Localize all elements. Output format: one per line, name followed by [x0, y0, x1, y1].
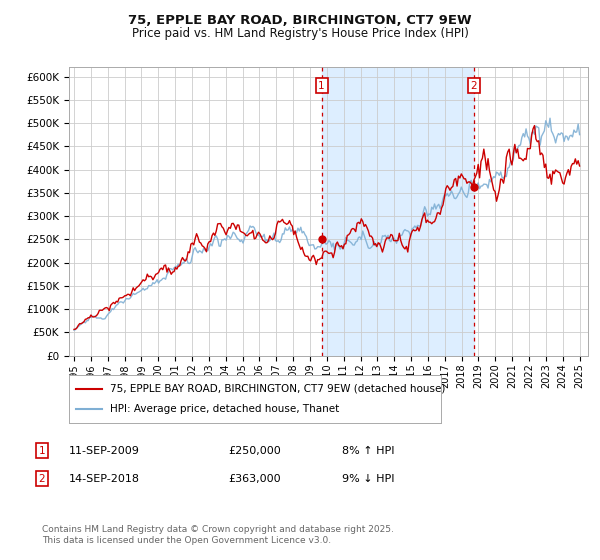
Bar [322, 67, 473, 356]
Text: 75, EPPLE BAY ROAD, BIRCHINGTON, CT7 9EW (detached house): 75, EPPLE BAY ROAD, BIRCHINGTON, CT7 9EW… [110, 384, 445, 394]
Text: 9% ↓ HPI: 9% ↓ HPI [342, 474, 395, 484]
Text: Price paid vs. HM Land Registry's House Price Index (HPI): Price paid vs. HM Land Registry's House … [131, 27, 469, 40]
Text: 2: 2 [38, 474, 46, 484]
Text: 1: 1 [318, 81, 325, 91]
Text: £363,000: £363,000 [228, 474, 281, 484]
Text: 14-SEP-2018: 14-SEP-2018 [69, 474, 140, 484]
Text: 11-SEP-2009: 11-SEP-2009 [69, 446, 140, 456]
Text: Contains HM Land Registry data © Crown copyright and database right 2025.
This d: Contains HM Land Registry data © Crown c… [42, 525, 394, 545]
Text: 1: 1 [38, 446, 46, 456]
Text: £250,000: £250,000 [228, 446, 281, 456]
Text: 8% ↑ HPI: 8% ↑ HPI [342, 446, 395, 456]
Text: 75, EPPLE BAY ROAD, BIRCHINGTON, CT7 9EW: 75, EPPLE BAY ROAD, BIRCHINGTON, CT7 9EW [128, 14, 472, 27]
Text: HPI: Average price, detached house, Thanet: HPI: Average price, detached house, Than… [110, 404, 339, 414]
Text: 2: 2 [470, 81, 477, 91]
